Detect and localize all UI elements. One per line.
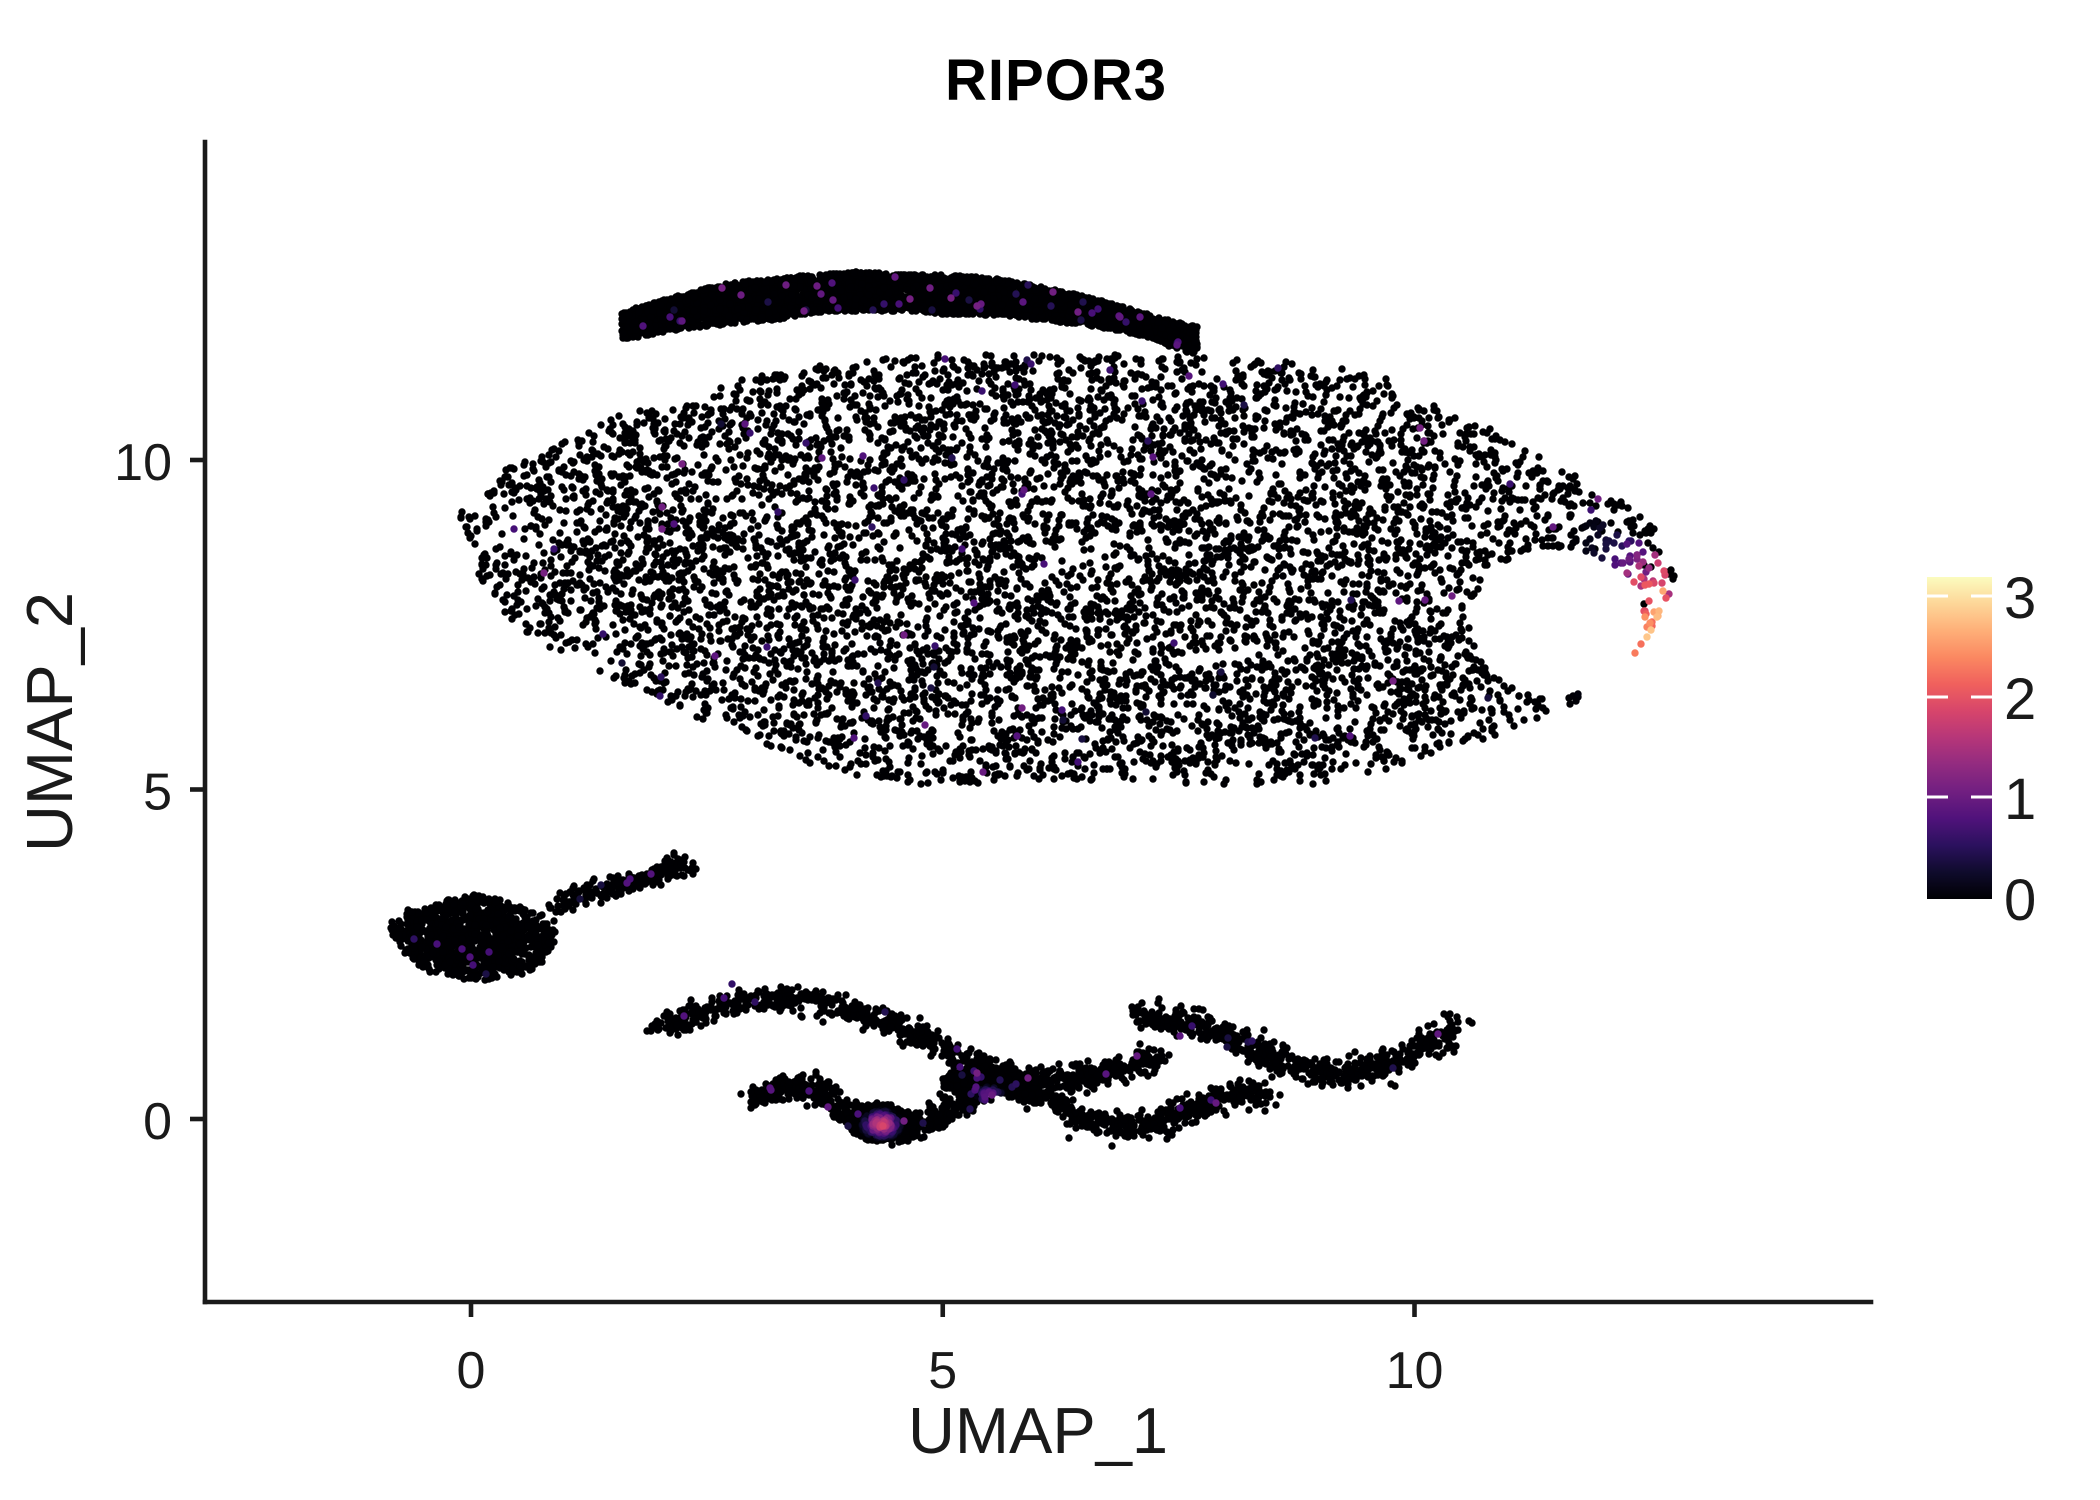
svg-text:RIPOR3: RIPOR3 — [945, 48, 1167, 113]
